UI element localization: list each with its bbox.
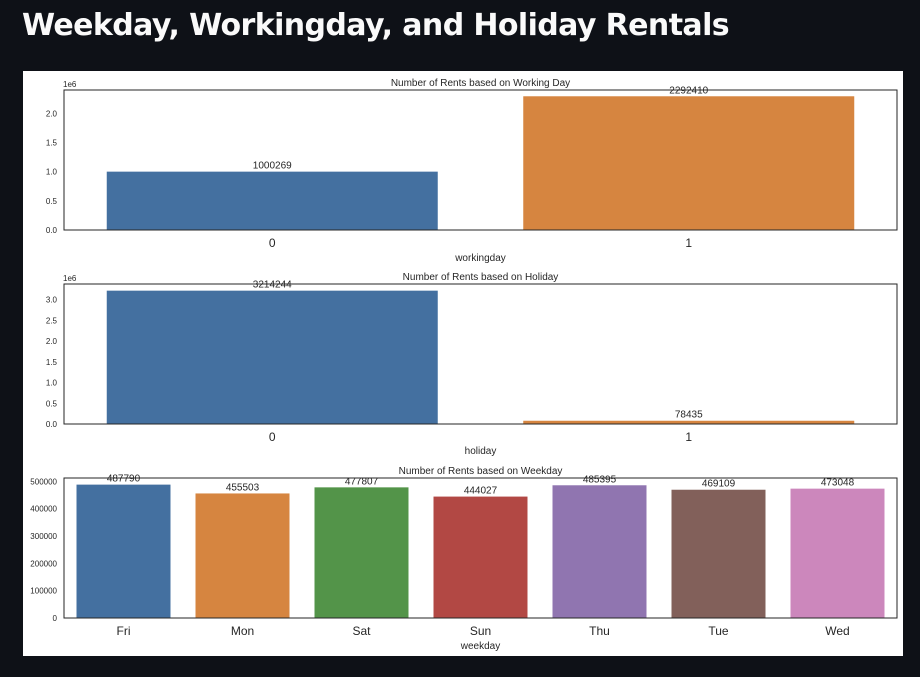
chart-1-data-label: 2292410 (669, 85, 708, 96)
chart-3-ytick-label: 200000 (30, 559, 57, 568)
chart-3-data-label: 455503 (226, 482, 260, 493)
chart-2-axes-frame (63, 283, 898, 425)
chart-2-bar-0 (106, 290, 438, 424)
chart-3-xtick-label: Tue (708, 624, 729, 638)
chart-3-title: Number of Rents based on Weekday (399, 466, 563, 477)
chart-2-xtick-label: 1 (685, 430, 692, 444)
chart-2-bar-1 (523, 420, 855, 424)
chart-2-data-label: 78435 (675, 410, 703, 421)
chart-2-ytick-label: 3.0 (46, 296, 58, 305)
chart-1-axes-frame (63, 89, 898, 231)
chart-3-xtick-label: Fri (117, 624, 131, 638)
chart-3-xtick-label: Thu (589, 624, 610, 638)
chart-1-title: Number of Rents based on Working Day (391, 78, 570, 89)
chart-3-bar-thu (552, 485, 647, 618)
chart-figure: Number of Rents based on Working Day 0.0 0… (23, 71, 903, 656)
chart-3-bar-fri (76, 484, 171, 618)
chart-1-yscale-label: 1e6 (63, 80, 77, 89)
chart-1-ytick-label: 0.0 (46, 226, 58, 235)
chart-2-ytick-label: 1.0 (46, 379, 58, 388)
chart-3-xlabel: weekday (460, 641, 500, 652)
chart-3-ytick-label: 100000 (30, 587, 57, 596)
chart-svg: Number of Rents based on Working Day 0.0 0… (30, 78, 898, 652)
chart-3-data-label: 473048 (821, 478, 855, 489)
chart-3-bar-sun (433, 496, 528, 618)
chart-1-ytick-label: 0.5 (46, 197, 58, 206)
chart-2-ytick-label: 2.5 (46, 316, 58, 325)
page-title: Weekday, Workingday, and Holiday Rentals (22, 8, 730, 43)
chart-3-data-label: 469109 (702, 479, 736, 490)
chart-1-xlabel: workingday (454, 253, 506, 264)
chart-3-bar-tue (671, 489, 766, 618)
chart-3-data-label: 485395 (583, 474, 617, 485)
chart-2-ytick-label: 1.5 (46, 358, 58, 367)
chart-2-ytick-label: 0.0 (46, 420, 58, 429)
chart-3-bar-wed (790, 488, 885, 618)
chart-3-ytick-label: 0 (53, 614, 58, 623)
chart-3-data-label: 487790 (107, 474, 141, 485)
chart-3-ytick-label: 300000 (30, 532, 57, 541)
chart-3-axes-frame (63, 477, 898, 619)
chart-2-xlabel: holiday (465, 446, 497, 457)
chart-2-yscale-label: 1e6 (63, 274, 77, 283)
chart-3-bar-mon (195, 493, 290, 618)
chart-3-data-label: 444027 (464, 486, 498, 497)
chart-1-ytick-label: 1.0 (46, 168, 58, 177)
chart-3-ytick-label: 500000 (30, 477, 57, 486)
chart-2-ytick-label: 0.5 (46, 399, 58, 408)
chart-1-bar-0 (106, 171, 438, 230)
chart-3-ytick-label: 400000 (30, 505, 57, 514)
chart-2-ytick-label: 2.0 (46, 337, 58, 346)
chart-1-ytick-label: 1.5 (46, 139, 58, 148)
chart-3-xtick-label: Mon (231, 624, 254, 638)
chart-1-xtick-label: 0 (269, 236, 276, 250)
chart-1-data-label: 1000269 (253, 161, 292, 172)
chart-3-data-label: 477807 (345, 476, 379, 487)
chart-3-xtick-label: Wed (825, 624, 849, 638)
chart-2-title: Number of Rents based on Holiday (403, 272, 559, 283)
chart-2-xtick-label: 0 (269, 430, 276, 444)
chart-1-ytick-label: 2.0 (46, 109, 58, 118)
chart-3-xtick-label: Sun (470, 624, 491, 638)
chart-3-xtick-label: Sat (352, 624, 371, 638)
chart-1-bar-1 (523, 96, 855, 230)
chart-3-bar-sat (314, 487, 409, 618)
chart-2-data-label: 3214244 (253, 280, 292, 291)
chart-1-xtick-label: 1 (685, 236, 692, 250)
